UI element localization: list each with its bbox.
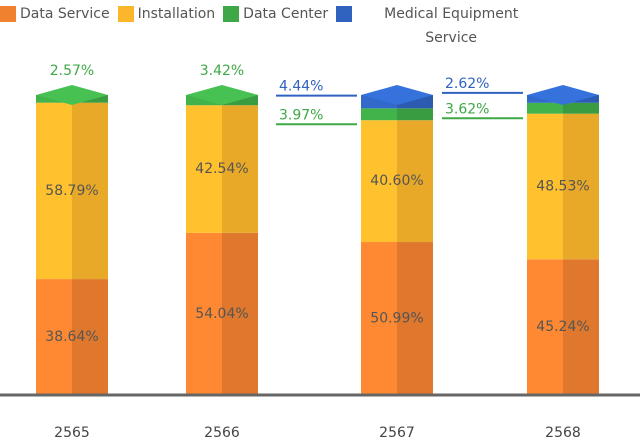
data-label: 4.44% bbox=[279, 79, 323, 95]
bar-segment bbox=[361, 242, 433, 395]
bar-segment bbox=[186, 95, 258, 106]
bar-segment bbox=[527, 113, 599, 260]
x-tick-label: 2565 bbox=[54, 425, 90, 441]
bar-face-left bbox=[36, 279, 72, 395]
legend-swatch bbox=[336, 6, 353, 22]
data-label: 38.64% bbox=[45, 329, 98, 345]
bar-segment bbox=[361, 120, 433, 243]
legend-label: Medical Equipment Service bbox=[384, 6, 519, 46]
bar-face-left bbox=[527, 102, 563, 114]
data-label: 50.99% bbox=[370, 311, 423, 327]
legend-item: Medical Equipment Service bbox=[336, 6, 546, 50]
legend-item: Installation bbox=[117, 6, 216, 50]
bar-face-right bbox=[72, 102, 108, 280]
legend-item: Data Center bbox=[223, 6, 328, 50]
data-label: 2.57% bbox=[50, 63, 94, 79]
data-label: 58.79% bbox=[45, 183, 98, 199]
bar-face-left bbox=[361, 120, 397, 243]
bar-segment bbox=[527, 102, 599, 114]
data-label: 40.60% bbox=[370, 173, 423, 189]
bar-face-right bbox=[563, 113, 599, 260]
bar-face-left bbox=[527, 259, 563, 395]
bar-face-left bbox=[186, 95, 222, 106]
bar-face-right bbox=[222, 105, 258, 233]
bar-face-left bbox=[36, 102, 72, 280]
bar-face-right bbox=[563, 102, 599, 114]
legend-swatch bbox=[223, 6, 240, 22]
data-label: 45.24% bbox=[536, 319, 589, 335]
legend-swatch bbox=[117, 6, 134, 22]
bar-face-left bbox=[361, 242, 397, 395]
bar-segment bbox=[186, 232, 258, 395]
bar-face-right bbox=[397, 120, 433, 243]
bar-face-left bbox=[186, 232, 222, 395]
bar-cap bbox=[361, 85, 433, 105]
bar-face-left bbox=[186, 105, 222, 233]
legend-label: Data Center bbox=[243, 6, 329, 22]
legend-label: Installation bbox=[137, 6, 216, 22]
bar-face-left bbox=[361, 108, 397, 121]
legend-item: Data Service bbox=[0, 6, 110, 50]
data-label: 3.42% bbox=[200, 63, 244, 79]
data-label: 48.53% bbox=[536, 178, 589, 194]
data-label: 42.54% bbox=[195, 161, 248, 177]
bar-segment bbox=[186, 105, 258, 233]
bar-cap bbox=[527, 84, 599, 105]
bar-segment bbox=[527, 259, 599, 395]
bar-face-left bbox=[527, 113, 563, 260]
bar-segment bbox=[361, 108, 433, 121]
legend-swatch bbox=[0, 6, 16, 22]
bar-face-right bbox=[397, 108, 433, 121]
bar-face-right bbox=[72, 279, 108, 395]
legend-label: Data Service bbox=[20, 6, 110, 22]
x-tick-label: 2566 bbox=[204, 425, 240, 441]
bar-cap bbox=[186, 85, 258, 105]
data-label: 3.62% bbox=[445, 101, 489, 117]
data-label: 2.62% bbox=[445, 76, 489, 92]
bar-face-right bbox=[397, 242, 433, 395]
legend: Data Service Installation Data Center Medic… bbox=[0, 6, 640, 50]
bar-cap bbox=[36, 85, 108, 105]
data-label: 54.04% bbox=[195, 306, 248, 322]
bar-face-right bbox=[222, 95, 258, 106]
bar-segment bbox=[36, 102, 108, 280]
bar-face-right bbox=[222, 232, 258, 395]
bar-segment bbox=[36, 279, 108, 395]
data-label: 3.97% bbox=[279, 107, 323, 123]
x-tick-label: 2568 bbox=[545, 425, 581, 441]
x-tick-label: 2567 bbox=[379, 425, 415, 441]
bar-face-right bbox=[563, 259, 599, 395]
